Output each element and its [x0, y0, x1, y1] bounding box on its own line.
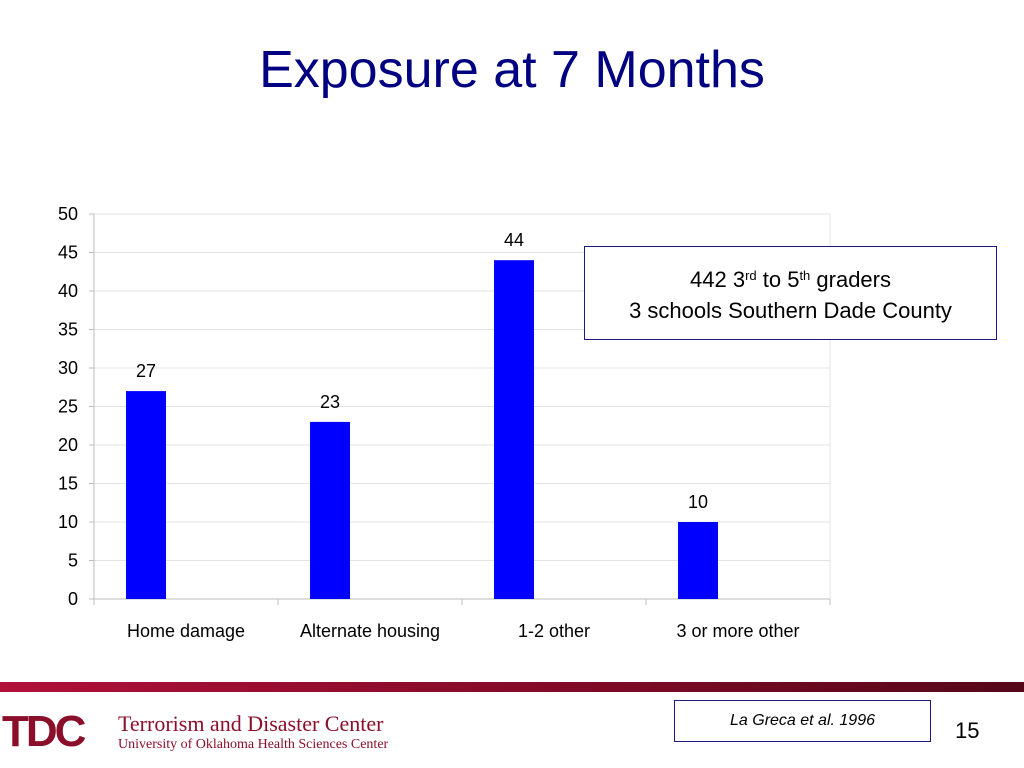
bar-chart: 0 5 10 15 20 25 30 35 40 45 50 27 Home damage 23 Alter…: [58, 204, 831, 641]
data-label: 27: [136, 361, 156, 381]
bar: [678, 522, 718, 599]
footer-bar: [0, 682, 1024, 692]
y-tick-label: 15: [58, 474, 78, 494]
annotation-line2: 3 schools Southern Dade County: [629, 298, 952, 323]
y-tick-label: 20: [58, 435, 78, 455]
y-tick-label: 50: [58, 204, 78, 224]
y-tick-label: 5: [68, 551, 78, 571]
tdc-logo: TDC: [2, 707, 89, 756]
y-tick-label: 40: [58, 281, 78, 301]
x-tick-label: Home damage: [127, 621, 245, 641]
org-name: Terrorism and Disaster Center: [118, 711, 384, 736]
slide-title: Exposure at 7 Months: [259, 41, 765, 99]
annotation-line1: 442 3rd to 5th graders: [690, 267, 891, 292]
data-label: 10: [688, 492, 708, 512]
bar: [126, 391, 166, 599]
y-tick-label: 10: [58, 512, 78, 532]
org-text: Terrorism and Disaster Center University…: [118, 712, 388, 754]
bar: [494, 260, 534, 599]
data-label: 44: [504, 230, 524, 250]
logo-letters: TDC: [2, 707, 86, 756]
bar: [310, 421, 350, 599]
y-tick-label: 45: [58, 243, 78, 263]
data-label: 23: [320, 392, 340, 412]
y-tick-label: 25: [58, 397, 78, 417]
y-tick-label: 35: [58, 320, 78, 340]
y-tick-label: 30: [58, 358, 78, 378]
x-tick-label: 1-2 other: [518, 621, 590, 641]
org-subtitle: University of Oklahoma Health Sciences C…: [118, 737, 389, 752]
x-tick-label: 3 or more other: [676, 621, 799, 641]
x-tick-label: Alternate housing: [300, 621, 440, 641]
citation-box: La Greca et al. 1996: [674, 700, 931, 742]
y-tick-label: 0: [68, 589, 78, 609]
page-number: 15: [955, 718, 980, 743]
annotation-box: 442 3rd to 5th graders 3 schools Souther…: [584, 246, 997, 340]
